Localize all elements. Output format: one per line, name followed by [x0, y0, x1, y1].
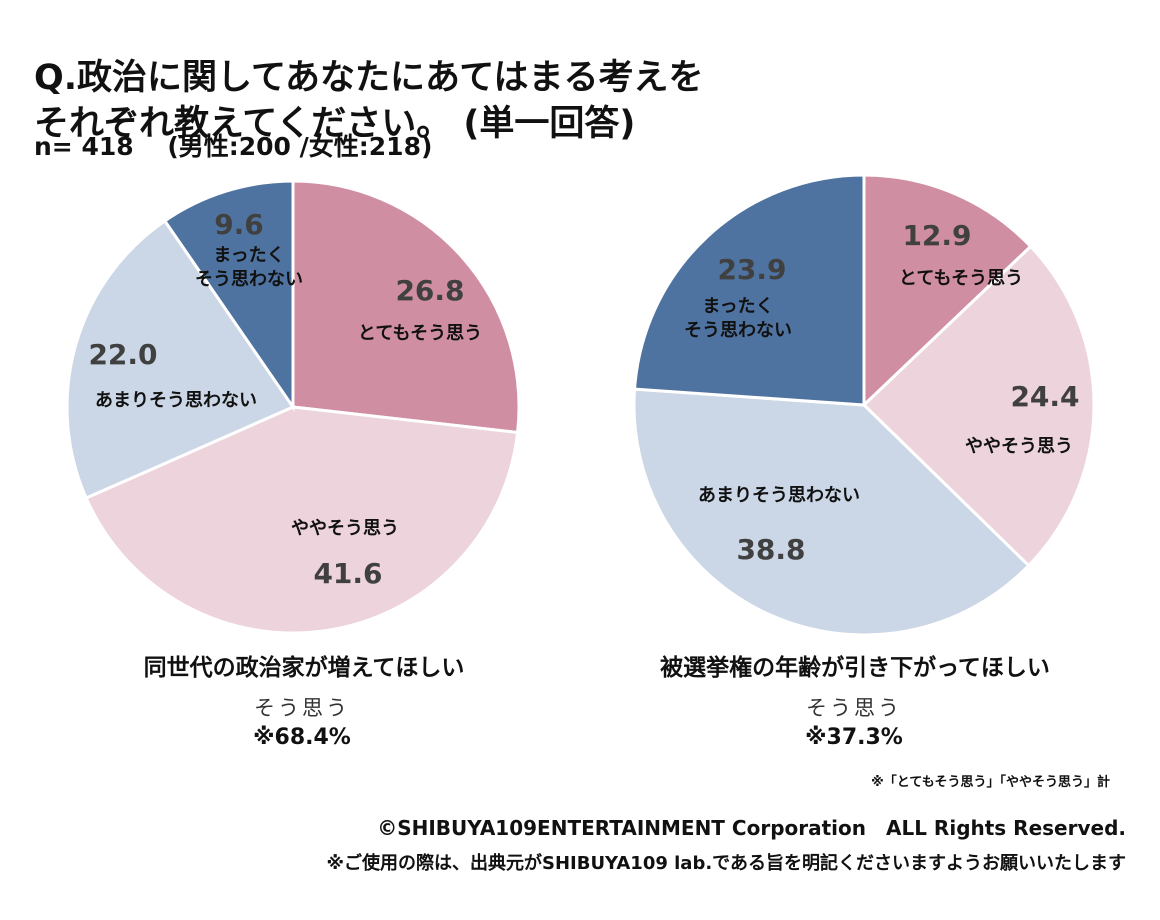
pie-value-label-0-1: 41.6 [313, 557, 382, 590]
copyright-notice: ©SHIBUYA109ENTERTAINMENT Corporation ALL… [377, 816, 1126, 840]
chart-title-peer-politicians: 同世代の政治家が増えてほしい [143, 655, 465, 681]
pie-category-label-0-3-line-2: そう思わない [195, 269, 303, 290]
title-line-1: Q.政治に関してあなたにあてはまる考えを [34, 58, 704, 99]
pie-value-label-0-3: 9.6 [214, 208, 264, 241]
pie-charts-area: 26.8 とてもそう思う 41.6 ややそう思う 22.0 あまりそう思わない 9.6 まった… [65, 173, 1096, 637]
pie-chart-candidacy-age: 12.9 とてもそう思う 24.4 ややそう思う 38.8 あまりそう思わない 23.9 まっ… [632, 173, 1096, 637]
pie-value-label-1-1: 24.4 [1010, 380, 1079, 413]
summary-footnote: ※「とてもそう思う」「ややそう思う」計 [871, 775, 1110, 790]
pie-category-label-1-0-line-1: とてもそう思う [899, 268, 1023, 289]
pie-value-label-1-3: 23.9 [717, 253, 786, 286]
pie-category-label-0-3: まったくそう思わない [195, 245, 303, 290]
pie-chart-peer-politicians: 26.8 とてもそう思う 41.6 ややそう思う 22.0 あまりそう思わない 9.6 まった… [65, 179, 521, 635]
pie-category-label-1-0: とてもそう思う [899, 268, 1023, 289]
pie-category-label-1-1: ややそう思う [965, 436, 1073, 457]
pie-category-label-1-1-line-1: ややそう思う [965, 436, 1073, 457]
pie-slice-0-3 [162, 179, 295, 412]
summary-label-peer-politicians: そう思う [254, 696, 350, 720]
pie-category-label-0-0: とてもそう思う [358, 323, 482, 344]
pie-slice-0-1 [84, 405, 520, 635]
survey-question-title: Q.政治に関してあなたにあてはまる考えを それぞれ教えてください。 (単一回答) [34, 55, 1034, 147]
pie-category-label-0-2-line-1: あまりそう思わない [95, 390, 257, 411]
pie-category-label-1-3-line-1: まったく [702, 296, 773, 317]
chart-title-candidacy-age: 被選挙権の年齢が引き下がってほしい [660, 655, 1050, 681]
pie-category-label-0-1-line-1: ややそう思う [291, 518, 399, 539]
pie-category-label-1-2-line-1: あまりそう思わない [698, 485, 860, 506]
pie-slice-1-3 [632, 173, 866, 407]
pie-value-label-1-0: 12.9 [902, 219, 971, 252]
pie-value-label-0-0: 26.8 [395, 274, 464, 307]
pie-category-label-0-0-line-1: とてもそう思う [358, 323, 482, 344]
pie-value-label-1-2: 38.8 [736, 533, 805, 566]
usage-notice: ※ご使用の際は、出典元がSHIBUYA109 lab.である旨を明記くださいます… [326, 853, 1127, 874]
pie-category-label-1-3-line-2: そう思わない [684, 320, 792, 341]
pie-slice-1-0 [862, 173, 1033, 409]
summary-value-candidacy-age: ※37.3% [805, 725, 903, 750]
pie-category-label-1-3: まったくそう思わない [684, 296, 792, 341]
pie-category-label-0-2: あまりそう思わない [95, 390, 257, 411]
pie-slice-0-0 [291, 179, 521, 435]
pie-category-label-0-3-line-1: まったく [213, 245, 284, 266]
pie-slice-1-1 [861, 244, 1096, 568]
sample-size: n= 418 (男性:200 /女性:218) [34, 132, 433, 161]
pie-slice-0-2 [65, 218, 296, 501]
summary-label-candidacy-age: そう思う [806, 696, 902, 720]
summary-value-peer-politicians: ※68.4% [253, 725, 351, 750]
pie-category-label-0-1: ややそう思う [291, 518, 399, 539]
pie-slice-1-2 [632, 387, 1031, 637]
pie-value-label-0-2: 22.0 [88, 338, 157, 371]
pie-category-label-1-2: あまりそう思わない [698, 485, 860, 506]
title-line-2: それぞれ教えてください。 (単一回答) [34, 104, 636, 145]
